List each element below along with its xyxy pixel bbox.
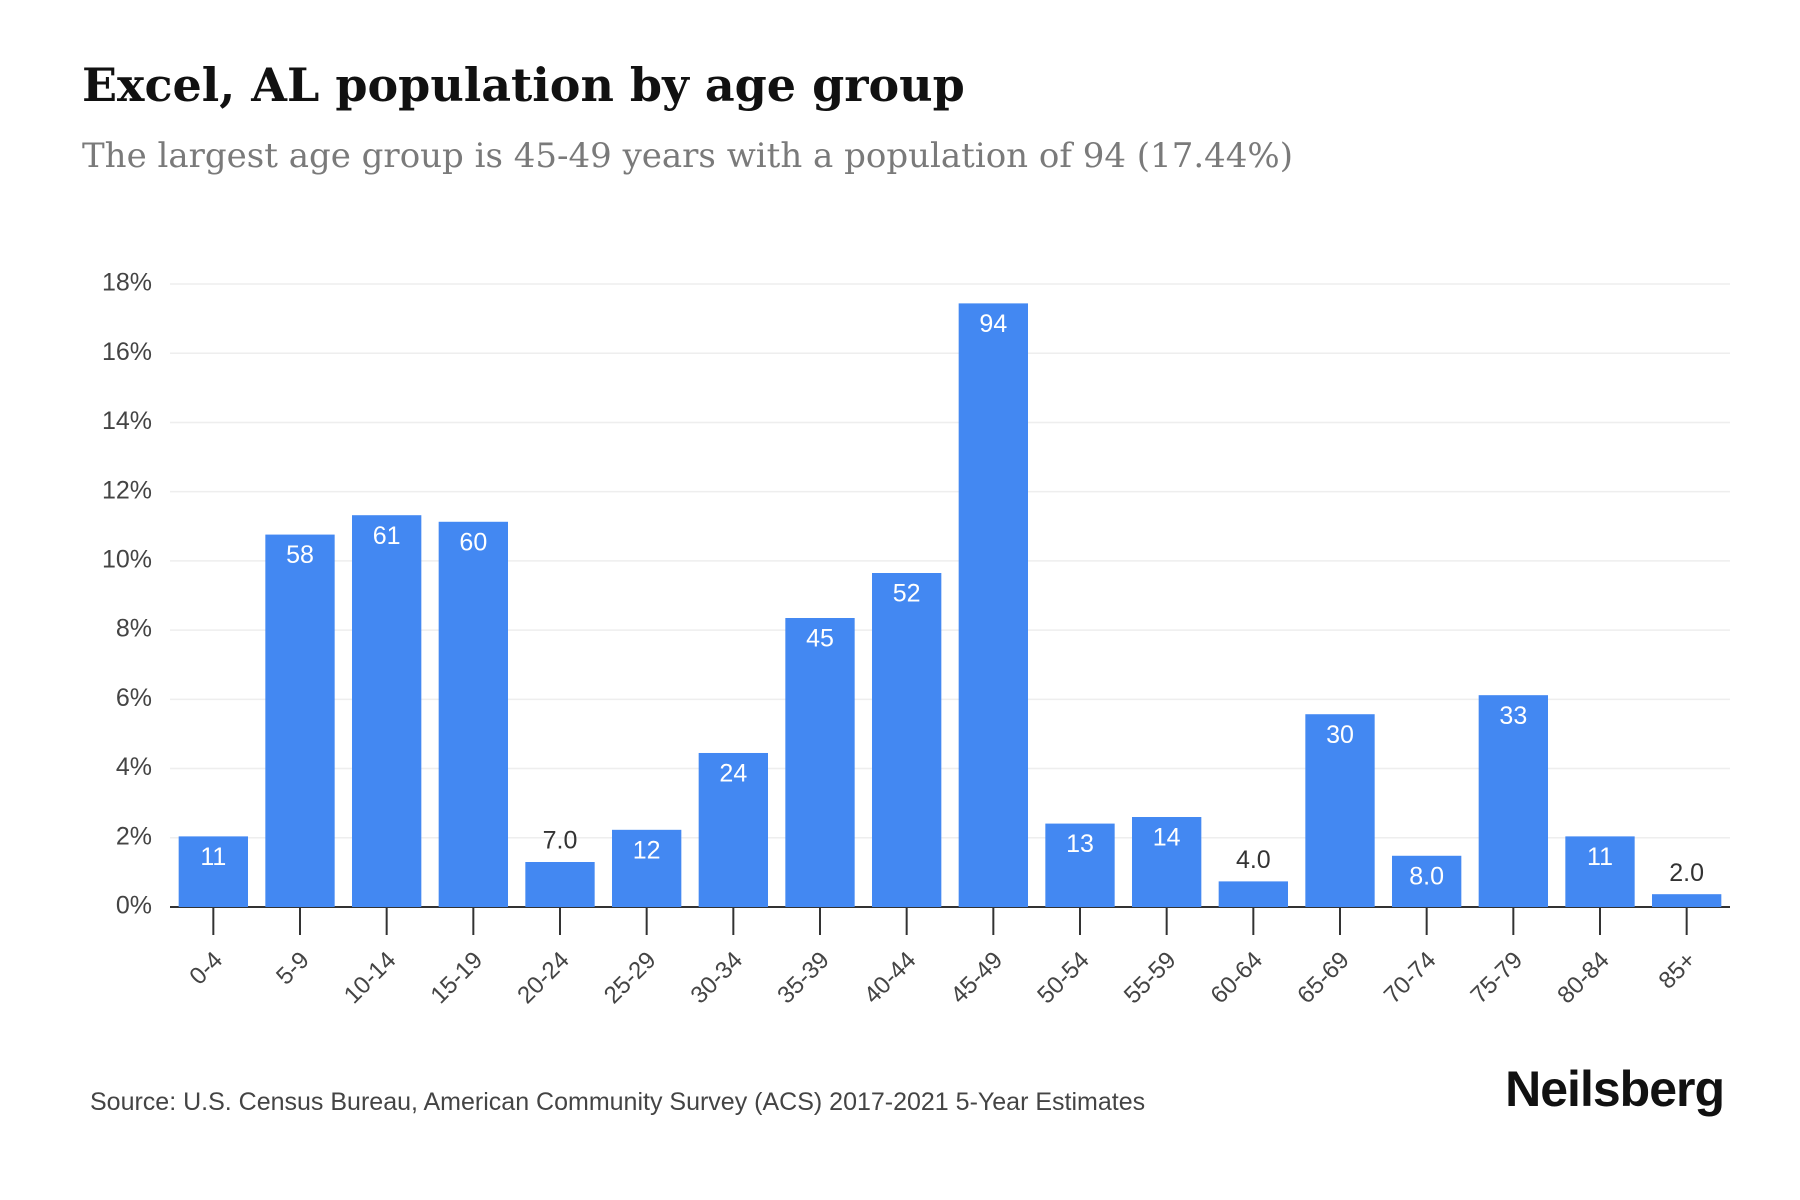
bar [1218,881,1288,907]
bar-data-label: 2.0 [1669,859,1704,887]
y-tick-label: 0% [116,892,152,920]
bar-data-label: 60 [459,528,487,556]
bar [525,862,595,907]
chart-title: Excel, AL population by age group [82,58,965,112]
bar-data-label: 8.0 [1409,862,1444,890]
bar [612,829,682,907]
bar-data-label: 11 [200,843,226,871]
y-tick-label: 12% [102,476,152,504]
y-tick-label: 2% [116,822,152,850]
bar-data-label: 12 [633,836,661,864]
bar [265,534,335,907]
y-tick-label: 18% [102,269,152,297]
bar [178,836,248,907]
brand-logo: Neilsberg [1505,1061,1725,1117]
x-tick-label: 85+ [1654,947,1702,995]
x-tick-label: 30-34 [686,947,749,1010]
y-tick-label: 16% [102,338,152,366]
bar-data-label: 30 [1326,721,1354,749]
y-tick-label: 4% [116,753,152,781]
bar [1478,695,1548,907]
x-tick-label: 25-29 [599,947,662,1010]
bar [785,617,855,907]
x-tick-label: 55-59 [1119,947,1182,1010]
bar-data-label: 24 [719,760,747,788]
x-tick-label: 70-74 [1379,947,1442,1010]
bar-data-label: 7.0 [543,827,578,855]
bar-data-label: 45 [806,625,834,653]
bar [1565,836,1635,907]
bar [1305,714,1375,907]
bar-data-label: 33 [1499,702,1527,730]
y-tick-label: 10% [102,545,152,573]
x-tick-label: 40-44 [859,947,922,1010]
y-tick-label: 6% [116,684,152,712]
bar [1045,823,1115,907]
x-tick-label: 50-54 [1032,947,1095,1010]
x-tick-label: 60-64 [1206,947,1269,1010]
bar [958,303,1028,908]
y-tick-label: 8% [116,615,152,643]
x-tick-label: 20-24 [512,947,575,1010]
y-tick-label: 14% [102,407,152,435]
bar-data-label: 61 [373,522,401,550]
chart-subtitle: The largest age group is 45-49 years wit… [82,136,1293,176]
bar [872,573,942,907]
bar-data-label: 94 [979,310,1007,338]
x-tick-label: 45-49 [946,947,1009,1010]
bar-data-label: 58 [286,541,314,569]
bar [438,521,508,907]
source-note: Source: U.S. Census Bureau, American Com… [90,1088,1146,1116]
bar-data-label: 52 [893,580,921,608]
x-tick-label: 5-9 [271,947,315,991]
x-tick-label: 10-14 [339,947,402,1010]
x-tick-label: 80-84 [1552,947,1615,1010]
bar-data-label: 4.0 [1236,846,1271,874]
x-tick-label: 15-19 [426,947,489,1010]
x-tick-label: 35-39 [772,947,835,1010]
bar [1132,817,1202,907]
x-tick-label: 65-69 [1292,947,1355,1010]
bar [1392,855,1462,907]
bar [698,752,768,907]
x-tick-label: 75-79 [1466,947,1529,1010]
bar [1652,894,1722,907]
bar-data-label: 14 [1153,824,1181,852]
bar-data-label: 13 [1066,830,1094,858]
x-tick-label: 0-4 [184,947,228,991]
bar-data-label: 11 [1587,843,1613,871]
bar [352,515,422,907]
